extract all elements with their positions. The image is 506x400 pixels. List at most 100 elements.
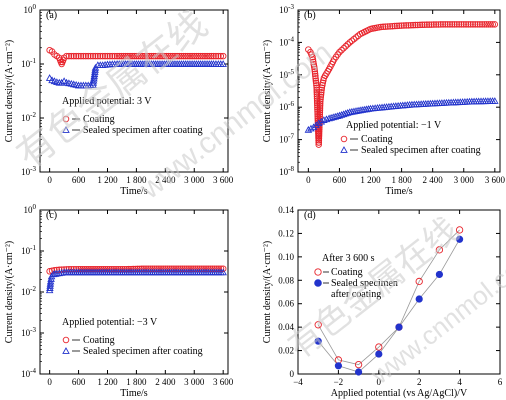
y-tick-label: 10-6: [279, 100, 294, 112]
y-tick-exponent: -3: [30, 165, 36, 173]
data-point: [80, 52, 87, 60]
annotation: Applied potential: −1 V: [346, 120, 442, 131]
data-point: [338, 46, 345, 54]
data-point: [151, 265, 158, 272]
y-tick-label: 10-4: [279, 35, 294, 47]
data-point: [211, 265, 218, 272]
y-tick-label: 10-1: [21, 57, 36, 69]
data-point: [146, 52, 153, 60]
y-tick-exponent: -2: [30, 111, 36, 119]
y-tick-label: 0.10: [278, 252, 294, 262]
data-point: [125, 265, 133, 273]
data-point: [485, 21, 492, 28]
data-point: [79, 265, 86, 273]
data-point: [384, 23, 392, 30]
legend-marker: [62, 336, 70, 344]
data-point: [215, 52, 222, 60]
data-point: [437, 21, 444, 28]
x-tick-label: 0: [377, 377, 382, 387]
data-point: [451, 21, 458, 28]
y-axis-label: Current density/(A·cm⁻²): [262, 241, 273, 343]
legend-label: Sealed specimen: [331, 278, 398, 289]
y-axis-label: Current density/(A·cm⁻²): [4, 241, 15, 343]
data-point: [415, 277, 423, 286]
data-point: [198, 265, 206, 272]
data-point: [206, 52, 213, 60]
data-point: [409, 21, 417, 29]
y-tick-label: 10-8: [279, 165, 294, 177]
data-point: [133, 52, 140, 60]
data-point: [142, 265, 150, 272]
data-point: [307, 124, 315, 132]
data-point: [126, 52, 134, 60]
y-tick-label: 100: [24, 3, 37, 15]
data-point: [139, 52, 147, 60]
data-point: [203, 52, 211, 60]
y-tick-label: 10-2: [21, 285, 36, 297]
data-point: [194, 265, 201, 272]
data-point: [166, 265, 173, 272]
data-point: [116, 52, 123, 60]
data-point: [132, 265, 139, 273]
legend-marker: [62, 126, 70, 133]
data-point: [127, 265, 135, 273]
data-point: [312, 75, 319, 82]
data-point: [208, 52, 215, 60]
data-point: [379, 23, 387, 31]
data-point: [57, 78, 66, 86]
data-point: [143, 52, 151, 60]
data-point: [170, 265, 178, 272]
data-point: [180, 52, 187, 60]
chart-panel-3: 0 600 1 200 1 800 2 400 3 000 3 600 10-4 10-3 10-…: [4, 203, 234, 399]
data-point: [318, 86, 325, 94]
data-point: [169, 52, 177, 60]
data-point: [465, 21, 472, 28]
y-tick-exponent: -5: [288, 68, 294, 76]
data-point: [391, 22, 398, 30]
data-point: [163, 52, 170, 60]
data-point: [137, 52, 144, 60]
data-point: [167, 52, 174, 60]
data-point: [317, 98, 324, 105]
panel-label: (b): [304, 10, 316, 21]
data-point: [315, 130, 323, 138]
data-point: [309, 53, 316, 61]
data-point: [189, 265, 197, 272]
y-tick-exponent: -3: [30, 326, 36, 334]
data-point: [435, 21, 442, 28]
x-axis-label: Time/s: [385, 186, 413, 197]
chart-panel-1: 0 600 1 200 1 800 2 400 3 000 3 600 10-3 10-2 10-…: [4, 3, 234, 197]
data-point: [89, 76, 98, 84]
data-point: [336, 48, 343, 56]
data-point: [212, 52, 220, 60]
data-point: [106, 265, 113, 273]
x-tick-label: 6: [498, 377, 503, 387]
x-tick-label: 4: [457, 377, 462, 387]
data-point: [318, 89, 325, 96]
data-point: [193, 52, 200, 60]
data-point: [316, 106, 324, 114]
data-point: [182, 52, 189, 60]
data-point: [140, 265, 148, 273]
y-axis-label: Current density/(A·cm⁻²): [4, 40, 15, 142]
data-point: [183, 265, 191, 272]
data-point: [179, 265, 186, 272]
data-point: [219, 60, 227, 67]
data-point: [138, 265, 146, 273]
x-tick-label: 3 600: [485, 175, 506, 185]
data-point: [430, 21, 438, 28]
data-point: [352, 34, 360, 41]
data-point: [213, 265, 221, 272]
data-point: [46, 279, 55, 287]
plot-frame: [297, 209, 501, 375]
data-point: [90, 72, 98, 80]
data-point: [45, 74, 54, 81]
data-point: [100, 265, 107, 273]
x-tick-label: 2 400: [423, 175, 444, 185]
data-point: [315, 134, 323, 142]
x-tick-label: 600: [72, 377, 86, 387]
data-point: [202, 265, 210, 272]
data-point: [419, 21, 426, 29]
data-point: [217, 265, 225, 272]
